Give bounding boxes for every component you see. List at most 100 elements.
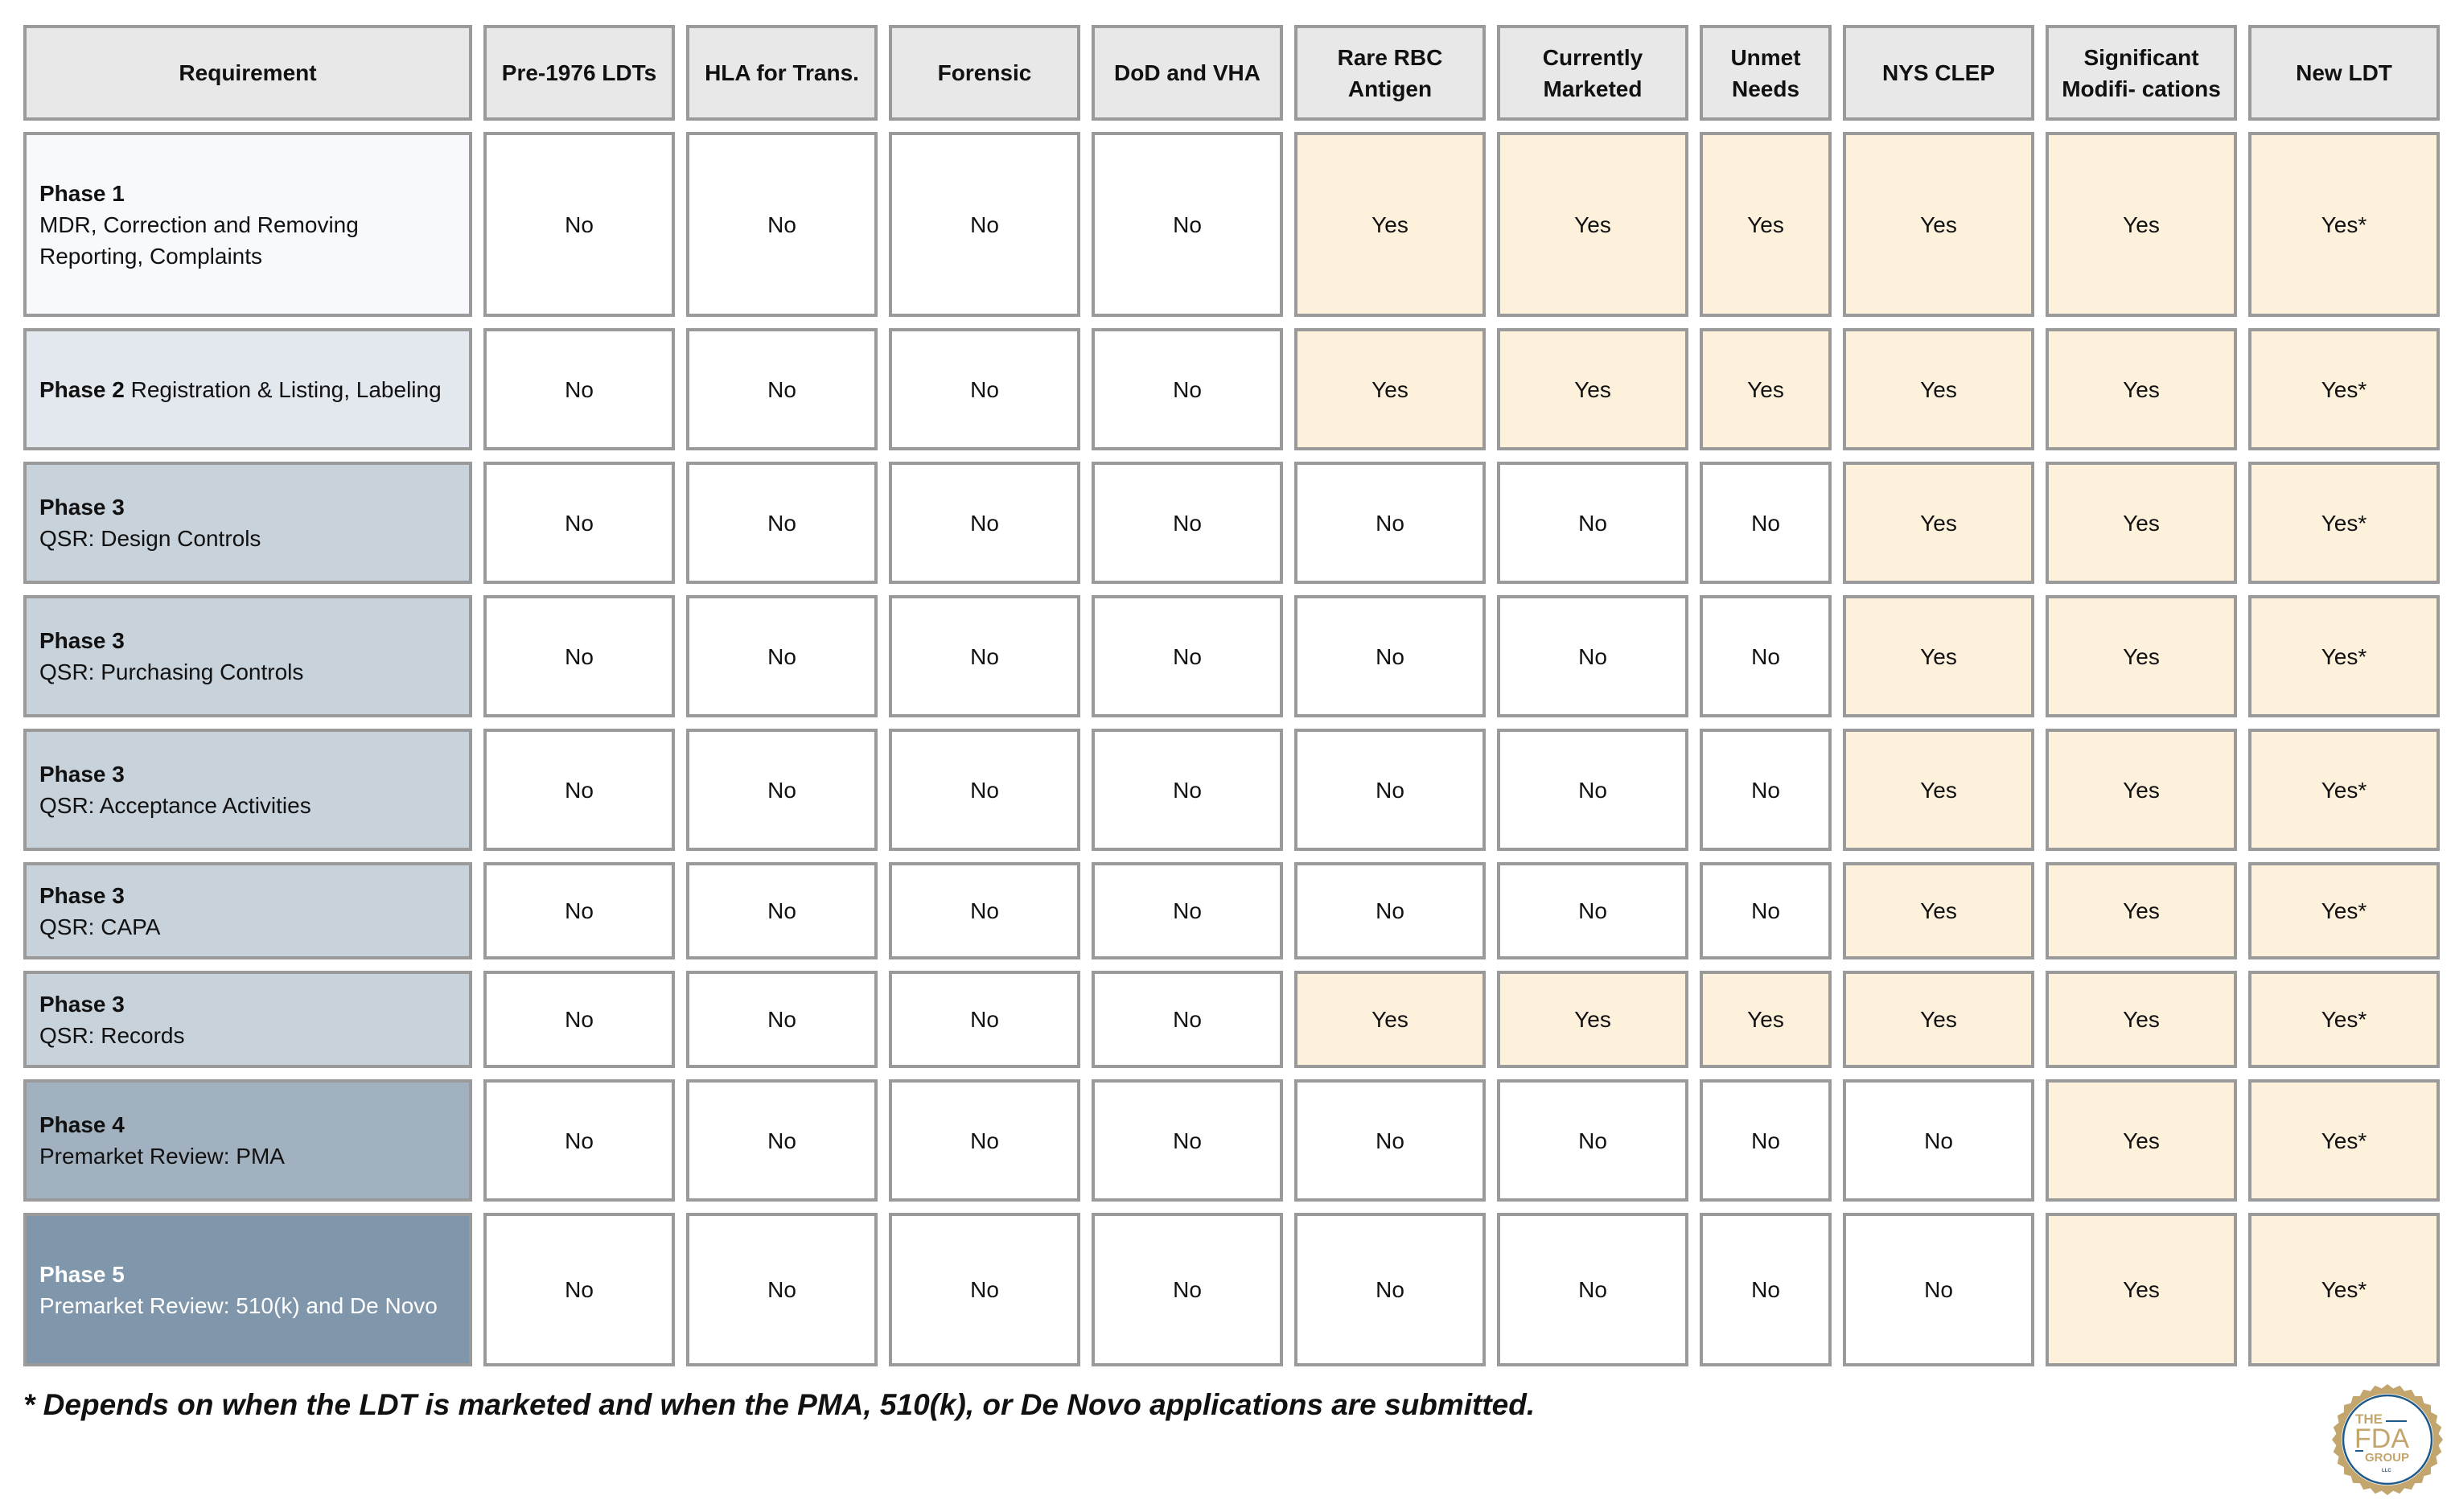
value-cell: Yes: [1843, 971, 2034, 1068]
requirement-description: QSR: Purchasing Controls: [39, 659, 304, 684]
svg-text:FDA: FDA: [2354, 1424, 2409, 1454]
value-cell: No: [1700, 1079, 1832, 1202]
value-cell: Yes: [2046, 328, 2237, 450]
column-header-label: Rare RBC Antigen: [1337, 44, 1443, 101]
requirement-cell: Phase 3 QSR: CAPA: [23, 862, 472, 959]
value-cell: No: [889, 1213, 1080, 1366]
svg-text:LLC: LLC: [2382, 1469, 2391, 1473]
phase-label: Phase 3: [39, 628, 125, 653]
value-cell: No: [1092, 862, 1283, 959]
requirement-cell: Phase 3 QSR: Purchasing Controls: [23, 595, 472, 717]
column-header-label: Currently Marketed: [1542, 44, 1643, 101]
value-cell: Yes: [1700, 971, 1832, 1068]
value-cell: No: [686, 595, 878, 717]
value-cell: No: [483, 328, 675, 450]
column-header: Significant Modifi- cations: [2046, 25, 2237, 121]
value-cell: Yes*: [2248, 862, 2440, 959]
value-cell: Yes*: [2248, 595, 2440, 717]
fda-group-logo: THE FDA GROUP LLC: [2332, 1384, 2443, 1495]
value-cell: Yes*: [2248, 1213, 2440, 1366]
requirement-description: Registration & Listing, Labeling: [124, 376, 442, 402]
phase-label: Phase 3: [39, 882, 125, 908]
column-header-label: New LDT: [2296, 60, 2392, 85]
value-cell: No: [889, 462, 1080, 584]
requirement-description: QSR: Acceptance Activities: [39, 793, 311, 818]
value-cell: No: [686, 1079, 878, 1202]
column-header-label: Unmet Needs: [1730, 44, 1801, 101]
value-cell: Yes: [1843, 132, 2034, 317]
value-cell: Yes: [1843, 462, 2034, 584]
phase-label: Phase 5: [39, 1261, 125, 1287]
column-header: Requirement: [23, 25, 472, 121]
value-cell: No: [1294, 1213, 1486, 1366]
value-cell: Yes: [1843, 328, 2034, 450]
value-cell: No: [483, 971, 675, 1068]
value-cell: No: [1092, 132, 1283, 317]
value-cell: No: [1092, 1213, 1283, 1366]
value-cell: Yes: [1700, 132, 1832, 317]
value-cell: Yes: [1497, 971, 1688, 1068]
value-cell: No: [1092, 971, 1283, 1068]
requirement-cell: Phase 3 QSR: Records: [23, 971, 472, 1068]
value-cell: No: [1294, 595, 1486, 717]
value-cell: No: [686, 862, 878, 959]
value-cell: No: [889, 328, 1080, 450]
value-cell: Yes: [2046, 595, 2237, 717]
requirement-description: Premarket Review: PMA: [39, 1144, 285, 1169]
svg-text:THE: THE: [2355, 1411, 2383, 1427]
value-cell: Yes: [1497, 328, 1688, 450]
value-cell: Yes: [1497, 132, 1688, 317]
phase-label: Phase 3: [39, 762, 125, 787]
value-cell: No: [1497, 729, 1688, 851]
requirement-cell: Phase 3 QSR: Acceptance Activities: [23, 729, 472, 851]
value-cell: Yes: [1294, 132, 1486, 317]
value-cell: Yes*: [2248, 132, 2440, 317]
value-cell: No: [483, 462, 675, 584]
requirements-table: Requirement Pre-1976 LDTs HLA for Trans. Fo…: [23, 25, 2440, 1366]
value-cell: Yes: [2046, 729, 2237, 851]
phase-label: Phase 3: [39, 495, 125, 520]
value-cell: No: [686, 328, 878, 450]
requirement-cell: Phase 1 MDR, Correction and Removing Repo…: [23, 132, 472, 317]
value-cell: Yes: [2046, 971, 2237, 1068]
value-cell: No: [1497, 595, 1688, 717]
column-header: DoD and VHA: [1092, 25, 1283, 121]
value-cell: No: [889, 1079, 1080, 1202]
value-cell: Yes: [1700, 328, 1832, 450]
phase-label: Phase 4: [39, 1112, 125, 1137]
value-cell: Yes: [2046, 1213, 2237, 1366]
value-cell: No: [483, 132, 675, 317]
value-cell: Yes: [1294, 328, 1486, 450]
value-cell: Yes*: [2248, 462, 2440, 584]
requirement-description: Premarket Review: 510(k) and De Novo: [39, 1292, 438, 1318]
value-cell: No: [686, 462, 878, 584]
column-header: HLA for Trans.: [686, 25, 878, 121]
column-header-label: Requirement: [179, 60, 317, 85]
value-cell: No: [889, 729, 1080, 851]
value-cell: No: [1092, 462, 1283, 584]
value-cell: Yes: [2046, 132, 2237, 317]
requirement-cell: Phase 4 Premarket Review: PMA: [23, 1079, 472, 1202]
value-cell: No: [1092, 328, 1283, 450]
value-cell: No: [1497, 1213, 1688, 1366]
value-cell: No: [686, 1213, 878, 1366]
value-cell: Yes: [1294, 971, 1486, 1068]
value-cell: No: [1497, 1079, 1688, 1202]
requirement-cell: Phase 2 Registration & Listing, Labeling: [23, 328, 472, 450]
value-cell: No: [1092, 595, 1283, 717]
value-cell: No: [686, 729, 878, 851]
value-cell: No: [1294, 462, 1486, 584]
column-header: Unmet Needs: [1700, 25, 1832, 121]
value-cell: No: [1497, 862, 1688, 959]
requirement-description: MDR, Correction and Removing Reporting, …: [39, 212, 359, 269]
phase-label: Phase 2: [39, 376, 125, 402]
value-cell: Yes: [2046, 462, 2237, 584]
value-cell: Yes*: [2248, 1079, 2440, 1202]
column-header-label: NYS CLEP: [1881, 60, 1996, 85]
value-cell: No: [1843, 1079, 2034, 1202]
value-cell: Yes*: [2248, 971, 2440, 1068]
column-header: Rare RBC Antigen: [1294, 25, 1486, 121]
value-cell: No: [483, 729, 675, 851]
value-cell: No: [889, 595, 1080, 717]
column-header: New LDT: [2248, 25, 2440, 121]
